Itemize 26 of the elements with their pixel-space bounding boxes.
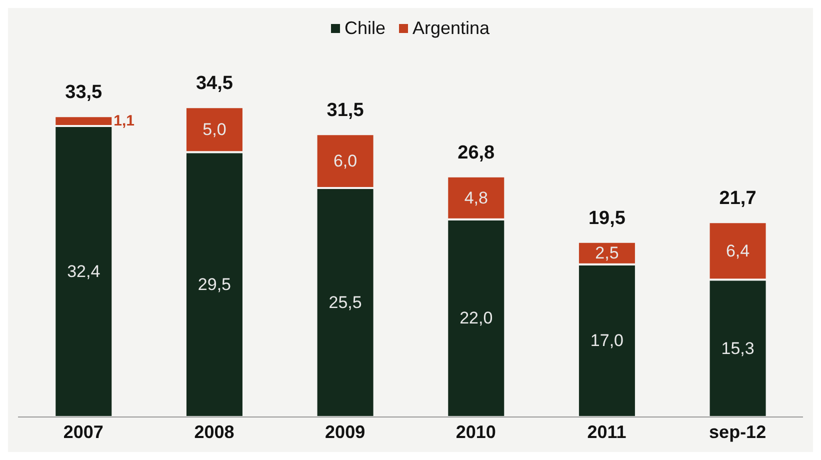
data-label: 25,5 [328, 292, 362, 312]
data-label: 17,0 [590, 331, 624, 350]
x-tick-label: 2010 [456, 422, 496, 442]
data-label: 32,4 [67, 262, 100, 282]
x-tick-label: 2011 [587, 422, 626, 442]
x-tick-label: 2009 [325, 422, 366, 442]
total-label: 33,5 [65, 82, 103, 104]
data-label: 6,0 [333, 152, 358, 171]
x-tick-label: sep-12 [709, 422, 766, 442]
x-tick-label: 2007 [63, 422, 104, 442]
data-label: 2,5 [595, 244, 619, 263]
data-label: 15,3 [721, 338, 754, 358]
legend-label: Chile [344, 18, 386, 39]
total-label: 34,5 [196, 73, 234, 94]
data-label: 5,0 [202, 120, 226, 140]
legend-label: Argentina [412, 18, 490, 39]
data-label: 1,1 [114, 112, 134, 130]
x-tick-label: 2008 [194, 422, 234, 442]
total-label: 26,8 [458, 142, 495, 164]
data-label: 4,8 [464, 188, 488, 208]
data-label: 29,5 [198, 275, 232, 294]
total-label: 21,7 [719, 188, 756, 210]
data-label: 22,0 [460, 308, 493, 328]
total-label: 31,5 [326, 100, 364, 122]
total-label: 19,5 [588, 208, 626, 229]
data-label: 6,4 [726, 241, 750, 260]
